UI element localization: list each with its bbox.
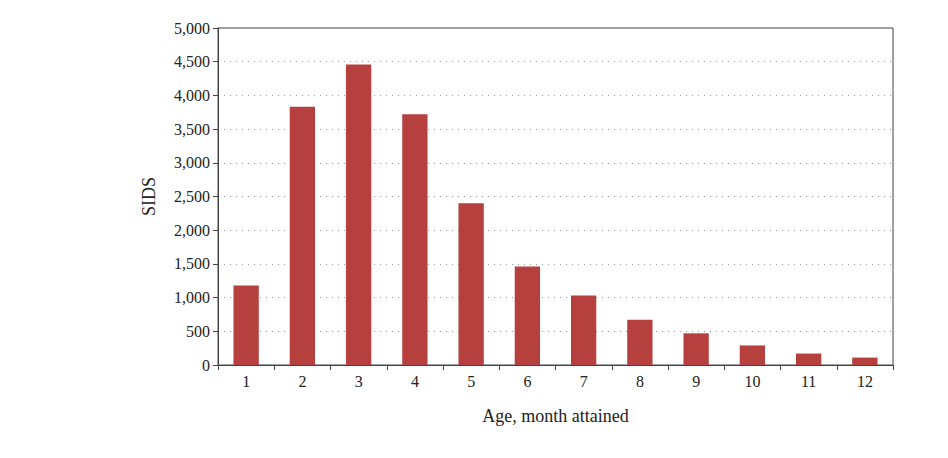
svg-text:2,000: 2,000 xyxy=(174,222,210,239)
svg-text:2,500: 2,500 xyxy=(174,188,210,205)
svg-text:0: 0 xyxy=(202,357,210,374)
svg-text:3,500: 3,500 xyxy=(174,121,210,138)
svg-text:3: 3 xyxy=(355,373,363,390)
svg-text:6: 6 xyxy=(523,373,531,390)
svg-text:7: 7 xyxy=(580,373,588,390)
svg-text:12: 12 xyxy=(857,373,873,390)
svg-text:Age, month attained: Age, month attained xyxy=(482,406,628,426)
svg-text:1: 1 xyxy=(242,373,250,390)
svg-text:5: 5 xyxy=(467,373,475,390)
svg-text:9: 9 xyxy=(692,373,700,390)
svg-text:11: 11 xyxy=(801,373,816,390)
svg-text:SIDS: SIDS xyxy=(139,177,159,216)
svg-text:4,000: 4,000 xyxy=(174,87,210,104)
svg-text:8: 8 xyxy=(636,373,644,390)
svg-text:3,000: 3,000 xyxy=(174,154,210,171)
svg-text:1,000: 1,000 xyxy=(174,289,210,306)
svg-text:2: 2 xyxy=(298,373,306,390)
svg-text:10: 10 xyxy=(744,373,760,390)
svg-text:500: 500 xyxy=(186,323,210,340)
svg-text:4,500: 4,500 xyxy=(174,53,210,70)
svg-text:4: 4 xyxy=(411,373,419,390)
svg-text:5,000: 5,000 xyxy=(174,20,210,37)
svg-text:1,500: 1,500 xyxy=(174,255,210,272)
